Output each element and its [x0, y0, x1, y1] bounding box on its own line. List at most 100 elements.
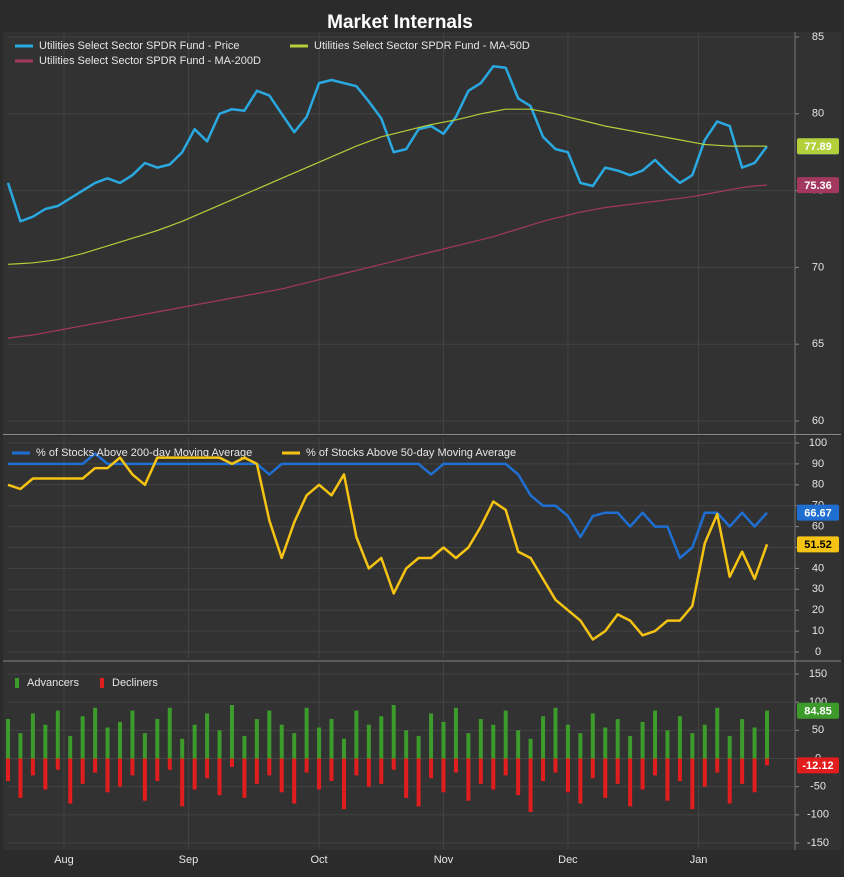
bar	[653, 710, 658, 759]
bar	[553, 758, 558, 773]
bar	[690, 758, 695, 810]
bar	[142, 758, 147, 801]
bar	[105, 758, 110, 793]
legend-label: Advancers	[27, 677, 79, 689]
bar	[478, 758, 483, 784]
bar	[503, 758, 508, 776]
bar	[640, 758, 645, 790]
bar	[68, 735, 73, 759]
bar	[30, 758, 35, 776]
bar	[590, 713, 595, 759]
bar	[740, 719, 745, 759]
bar	[341, 758, 346, 810]
bar	[155, 719, 160, 759]
bar	[441, 721, 446, 759]
y-tick-label: 65	[812, 338, 824, 350]
bar	[653, 758, 658, 776]
y-tick-label: -150	[807, 837, 829, 849]
value-badge-label: 77.89	[804, 141, 832, 153]
bar	[516, 758, 521, 796]
bar	[603, 727, 608, 759]
bar	[192, 724, 197, 759]
value-badge	[797, 138, 839, 155]
bar	[379, 716, 384, 759]
bar	[615, 758, 620, 784]
bar	[329, 758, 334, 782]
bar	[578, 733, 583, 759]
legend-label: Utilities Select Sector SPDR Fund - Pric…	[39, 40, 240, 52]
bar	[192, 758, 197, 790]
value-badge	[797, 757, 839, 774]
bar	[404, 758, 409, 798]
value-badge	[797, 504, 839, 521]
value-badge-label: 51.52	[804, 539, 832, 551]
bar	[379, 758, 384, 784]
bar	[453, 707, 458, 759]
bar	[93, 758, 98, 773]
legend-label: Utilities Select Sector SPDR Fund - MA-2…	[39, 55, 261, 67]
bar	[665, 758, 670, 801]
x-tick-label: Jan	[690, 854, 708, 866]
y-tick-label: 30	[812, 583, 824, 595]
y-tick-label: 20	[812, 604, 824, 616]
value-badge	[797, 177, 839, 194]
bar	[628, 735, 633, 759]
bar	[640, 721, 645, 759]
y-tick-label: 60	[812, 521, 824, 533]
bar	[565, 724, 570, 759]
x-tick-label: Dec	[558, 854, 578, 866]
bar	[702, 758, 707, 787]
bar	[727, 735, 732, 759]
x-tick-label: Oct	[311, 854, 328, 866]
series-line	[7, 108, 768, 265]
bar	[354, 710, 359, 759]
bar	[304, 758, 309, 773]
bar	[80, 716, 85, 759]
bar	[528, 758, 533, 813]
bar	[628, 758, 633, 807]
legend-swatch	[15, 678, 19, 688]
bar	[615, 719, 620, 759]
bar	[541, 716, 546, 759]
panel-price	[3, 32, 841, 434]
x-tick-label: Sep	[179, 854, 199, 866]
bar	[6, 758, 10, 782]
bar	[167, 758, 172, 770]
bar	[740, 758, 745, 784]
bar	[466, 758, 471, 801]
bar	[478, 719, 483, 759]
series-line	[7, 456, 769, 641]
bar	[279, 758, 284, 793]
bar	[366, 758, 371, 787]
y-tick-label: 70	[812, 261, 824, 273]
bar	[354, 758, 359, 776]
bar	[205, 713, 210, 759]
bar	[30, 713, 35, 759]
value-badge	[797, 536, 839, 553]
bar	[416, 735, 421, 759]
value-badge	[797, 702, 839, 719]
bar	[727, 758, 732, 804]
bar	[715, 758, 720, 773]
bar	[441, 758, 446, 793]
bar	[752, 727, 757, 759]
bar	[416, 758, 421, 807]
bar	[491, 758, 496, 790]
bar	[242, 758, 247, 798]
legend-swatch	[100, 678, 104, 688]
bar	[80, 758, 85, 784]
bar	[117, 721, 122, 759]
bar	[491, 724, 496, 759]
y-tick-label: 60	[812, 415, 824, 427]
bar	[217, 730, 222, 759]
bar	[304, 707, 309, 759]
legend-label: Utilities Select Sector SPDR Fund - MA-5…	[314, 40, 530, 52]
bar	[429, 713, 434, 759]
bar	[68, 758, 73, 804]
chart-title: Market Internals	[327, 12, 473, 33]
x-tick-label: Aug	[54, 854, 74, 866]
bar	[229, 704, 234, 759]
bar	[565, 758, 570, 793]
bar	[677, 758, 682, 782]
bar	[317, 727, 322, 759]
